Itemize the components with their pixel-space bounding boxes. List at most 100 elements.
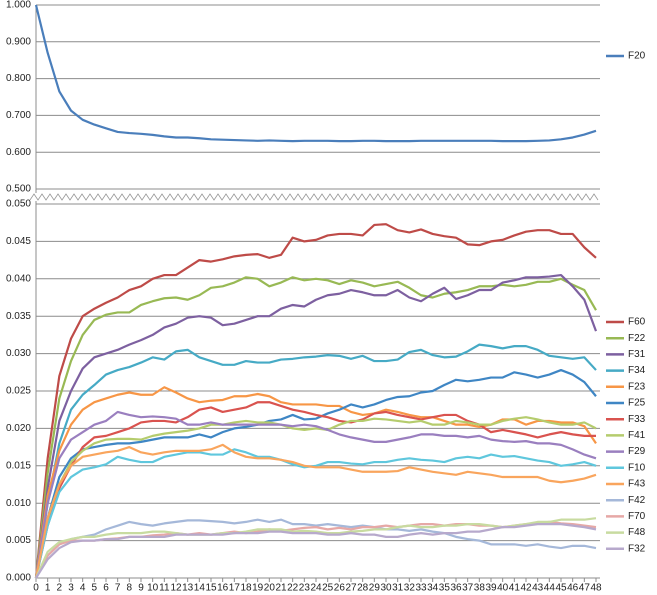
x-tick-label: 7 bbox=[115, 583, 121, 594]
x-tick-label: 48 bbox=[590, 583, 602, 594]
x-tick-label: 5 bbox=[92, 583, 98, 594]
x-tick-label: 13 bbox=[182, 583, 194, 594]
x-tick-label: 28 bbox=[357, 583, 369, 594]
x-tick-label: 36 bbox=[450, 583, 462, 594]
x-tick-label: 29 bbox=[369, 583, 381, 594]
y-tick-label: 0.010 bbox=[6, 498, 31, 509]
legend-label: F31 bbox=[628, 349, 646, 360]
axis-break bbox=[29, 193, 599, 201]
x-tick-label: 38 bbox=[474, 583, 486, 594]
y-tick-label: 0.020 bbox=[6, 423, 31, 434]
x-tick-label: 30 bbox=[380, 583, 392, 594]
x-tick-label: 47 bbox=[579, 583, 591, 594]
y-tick-label: 0.045 bbox=[6, 236, 31, 247]
series-line bbox=[34, 276, 597, 579]
series-line bbox=[34, 401, 596, 579]
y-tick-label: 0.600 bbox=[6, 147, 31, 158]
x-tick-label: 41 bbox=[509, 583, 521, 594]
x-tick-label: 33 bbox=[415, 583, 427, 594]
x-tick-label: 40 bbox=[497, 583, 509, 594]
x-tick-label: 22 bbox=[287, 583, 299, 594]
x-tick-label: 25 bbox=[322, 583, 334, 594]
legend-label: F23 bbox=[628, 381, 646, 392]
y-tick-label: 0.005 bbox=[6, 535, 31, 546]
x-tick-label: 8 bbox=[127, 583, 133, 594]
y-tick-label: 0.050 bbox=[6, 199, 31, 210]
series-line bbox=[35, 523, 597, 579]
x-tick-label: 31 bbox=[392, 583, 404, 594]
x-tick-label: 46 bbox=[567, 583, 579, 594]
x-tick-label: 10 bbox=[147, 583, 159, 594]
x-tick-label: 24 bbox=[310, 583, 322, 594]
legend-label: F60 bbox=[628, 317, 646, 328]
x-tick-label: 14 bbox=[194, 583, 206, 594]
x-tick-label: 35 bbox=[439, 583, 451, 594]
y-tick-label: 0.000 bbox=[6, 573, 31, 584]
x-tick-label: 19 bbox=[252, 583, 264, 594]
y-tick-label: 0.025 bbox=[6, 386, 31, 397]
x-tick-label: 44 bbox=[544, 583, 556, 594]
legend-label: F22 bbox=[628, 333, 646, 344]
x-tick-label: 2 bbox=[57, 583, 63, 594]
series-line bbox=[34, 273, 598, 579]
x-tick-label: 34 bbox=[427, 583, 439, 594]
x-tick-label: 39 bbox=[485, 583, 497, 594]
legend-label: F48 bbox=[628, 527, 646, 538]
x-tick-label: 32 bbox=[404, 583, 416, 594]
legend-label: F41 bbox=[628, 430, 646, 441]
legend-label: F42 bbox=[628, 495, 646, 506]
legend-label: F33 bbox=[628, 414, 646, 425]
legend-label: F25 bbox=[628, 398, 646, 409]
series-line bbox=[34, 410, 597, 579]
series-line bbox=[35, 518, 597, 579]
x-tick-label: 11 bbox=[159, 583, 170, 594]
legend-label: F32 bbox=[628, 543, 646, 554]
y-tick-label: 0.030 bbox=[6, 348, 31, 359]
legend-label: F43 bbox=[628, 479, 646, 490]
x-tick-label: 16 bbox=[217, 583, 229, 594]
y-tick-label: 0.800 bbox=[6, 73, 31, 84]
series-line bbox=[34, 4, 597, 143]
x-tick-label: 17 bbox=[229, 583, 241, 594]
x-tick-label: 12 bbox=[170, 583, 182, 594]
x-tick-label: 37 bbox=[462, 583, 474, 594]
legend-label: F34 bbox=[628, 365, 646, 376]
series-line bbox=[34, 223, 597, 579]
x-tick-label: 27 bbox=[345, 583, 357, 594]
x-tick-label: 20 bbox=[264, 583, 276, 594]
legend-label: F20 bbox=[628, 51, 646, 62]
x-tick-label: 9 bbox=[138, 583, 144, 594]
x-tick-label: 1 bbox=[45, 583, 51, 594]
x-tick-label: 18 bbox=[240, 583, 252, 594]
x-tick-label: 15 bbox=[205, 583, 217, 594]
series-line bbox=[34, 448, 597, 579]
series-line bbox=[35, 520, 597, 579]
x-tick-label: 42 bbox=[520, 583, 532, 594]
x-tick-label: 23 bbox=[299, 583, 311, 594]
y-tick-label: 0.700 bbox=[6, 110, 31, 121]
y-tick-label: 0.035 bbox=[6, 311, 31, 322]
x-tick-label: 0 bbox=[33, 583, 39, 594]
series-line bbox=[34, 443, 597, 579]
y-tick-label: 0.015 bbox=[6, 460, 31, 471]
series-line bbox=[34, 343, 597, 579]
legend-label: F29 bbox=[628, 446, 646, 457]
x-tick-label: 3 bbox=[68, 583, 74, 594]
legend-label: F70 bbox=[628, 511, 646, 522]
x-tick-label: 43 bbox=[532, 583, 544, 594]
series-line bbox=[34, 416, 597, 579]
legend-label: F10 bbox=[628, 462, 646, 473]
y-tick-label: 0.040 bbox=[6, 273, 31, 284]
y-tick-label: 0.900 bbox=[6, 36, 31, 47]
series-line bbox=[34, 386, 597, 579]
x-tick-label: 21 bbox=[275, 583, 287, 594]
x-tick-label: 6 bbox=[103, 583, 109, 594]
axis-break-gap bbox=[30, 193, 600, 201]
x-tick-label: 45 bbox=[555, 583, 567, 594]
series-line bbox=[34, 368, 597, 579]
y-tick-label: 0.500 bbox=[6, 184, 31, 195]
x-tick-label: 26 bbox=[334, 583, 346, 594]
x-tick-label: 4 bbox=[80, 583, 86, 594]
y-tick-label: 1.000 bbox=[6, 0, 31, 11]
